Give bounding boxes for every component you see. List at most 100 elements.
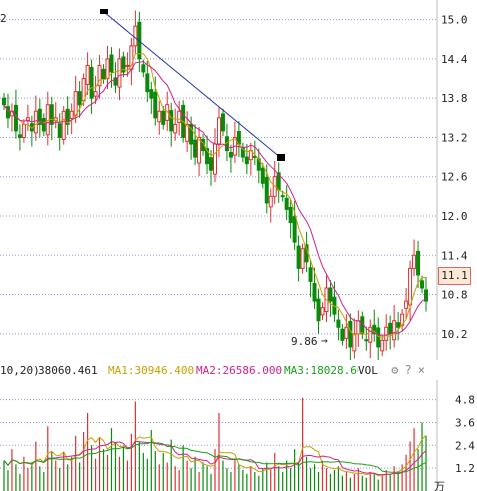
- candle-body: [85, 64, 90, 85]
- candle-body: [37, 108, 42, 125]
- trendline[interactable]: [103, 11, 282, 159]
- candle-body: [388, 322, 393, 335]
- corner-label: 2: [0, 12, 7, 25]
- candle-body: [288, 206, 293, 224]
- candle-body: [408, 267, 413, 306]
- candle-body: [65, 108, 70, 125]
- help-icon[interactable]: ?: [404, 363, 412, 377]
- volume-panel-header: 10,20) 38060.461 MA1:30946.400 MA2:26586…: [0, 362, 477, 380]
- candle-body: [372, 324, 377, 335]
- candle-body: [320, 307, 325, 316]
- candle-body: [93, 91, 98, 97]
- price-grid: [0, 19, 437, 335]
- candle-body: [33, 110, 38, 134]
- candle-body: [296, 245, 301, 269]
- close-icon[interactable]: ×: [417, 363, 425, 377]
- candle-body: [240, 147, 245, 158]
- candle-body: [384, 326, 389, 341]
- candle-body: [260, 167, 265, 184]
- candle-body: [161, 110, 166, 125]
- candle-body: [109, 54, 114, 73]
- volume-bars: [3, 397, 427, 491]
- candle-body: [189, 123, 194, 145]
- candle-body: [268, 195, 273, 208]
- vol-value: 38060.461: [38, 364, 98, 377]
- price-tick-label: 14.4: [441, 53, 468, 66]
- candle-body: [145, 73, 150, 93]
- candle-body: [49, 104, 54, 125]
- volume-axis: 4.8 3.6 2.4 1.2 万: [434, 394, 475, 491]
- candle-body: [61, 110, 66, 140]
- candle-body: [264, 176, 269, 204]
- candle-body: [5, 106, 10, 119]
- trendline-start-handle[interactable]: [100, 9, 108, 14]
- candle-body: [424, 289, 429, 302]
- price-tick-label: 11.4: [441, 249, 468, 262]
- candle-body: [228, 152, 233, 158]
- candle-body: [21, 123, 26, 138]
- candle-body: [412, 254, 417, 269]
- ma1-value: MA1:30946.400: [108, 364, 195, 377]
- candle-body: [209, 157, 214, 171]
- candle-body: [101, 68, 106, 80]
- candle-body: [300, 248, 305, 269]
- candle-body: [153, 91, 158, 119]
- candle-body: [149, 89, 154, 99]
- candle-body: [57, 123, 62, 138]
- candle-body: [89, 66, 94, 99]
- volume-tick-label: 3.6: [455, 416, 475, 429]
- candle-body: [117, 58, 122, 88]
- candle-body: [97, 64, 102, 87]
- candle-body: [17, 134, 22, 138]
- candle-body: [185, 123, 190, 142]
- candle-body: [169, 110, 174, 132]
- candle-body: [420, 280, 425, 289]
- candle-body: [284, 197, 289, 210]
- candle-body: [1, 97, 6, 106]
- candle-body: [173, 123, 178, 134]
- price-tick-label: 12.0: [441, 210, 468, 223]
- candle-body: [25, 117, 30, 121]
- low-arrow-icon: →: [321, 334, 328, 347]
- candle-body: [205, 148, 210, 165]
- gear-icon[interactable]: ⚙: [391, 363, 399, 377]
- trendline-end-handle[interactable]: [277, 154, 285, 161]
- candle-body: [220, 113, 225, 132]
- candle-body: [193, 139, 198, 158]
- candle-body: [392, 320, 397, 341]
- ma3-value: MA3:18028.600: [284, 364, 371, 377]
- candle-body: [165, 104, 170, 121]
- candle-body: [41, 117, 46, 132]
- price-tick-label: 12.6: [441, 171, 468, 184]
- volume-chart[interactable]: 4.8 3.6 2.4 1.2 万: [0, 380, 477, 491]
- price-tick-label: 10.8: [441, 289, 468, 302]
- candle-body: [77, 91, 82, 106]
- candle-body: [376, 327, 381, 348]
- volume-tick-label: 1.2: [455, 462, 475, 475]
- candle-body: [280, 195, 285, 198]
- candle-body: [340, 328, 345, 341]
- candle-body: [157, 110, 162, 123]
- price-tick-label: 13.2: [441, 131, 468, 144]
- candle-body: [308, 267, 313, 282]
- vol-ma2-line: [3, 440, 427, 476]
- candle-body: [416, 250, 421, 276]
- candle-body: [356, 320, 361, 335]
- candle-body: [352, 333, 357, 352]
- candle-body: [197, 136, 202, 164]
- volume-ma-lines: [3, 435, 427, 477]
- candlestick-series: [1, 10, 429, 360]
- vol-ma3-line: [3, 441, 427, 473]
- vol-params: 10,20): [0, 364, 40, 377]
- candle-body: [125, 64, 130, 67]
- candle-body: [113, 77, 118, 86]
- candle-body: [69, 110, 74, 119]
- candle-body: [216, 117, 221, 145]
- candle-body: [404, 300, 409, 309]
- price-chart[interactable]: 9.86 → 2 15.0 14.4 13.8 13.2 12.6 12.0 11.4 10.…: [0, 0, 477, 360]
- price-tick-label: 15.0: [441, 14, 468, 27]
- candle-body: [133, 25, 138, 47]
- candle-body: [380, 339, 385, 352]
- candle-body: [73, 91, 78, 116]
- candle-body: [396, 322, 401, 328]
